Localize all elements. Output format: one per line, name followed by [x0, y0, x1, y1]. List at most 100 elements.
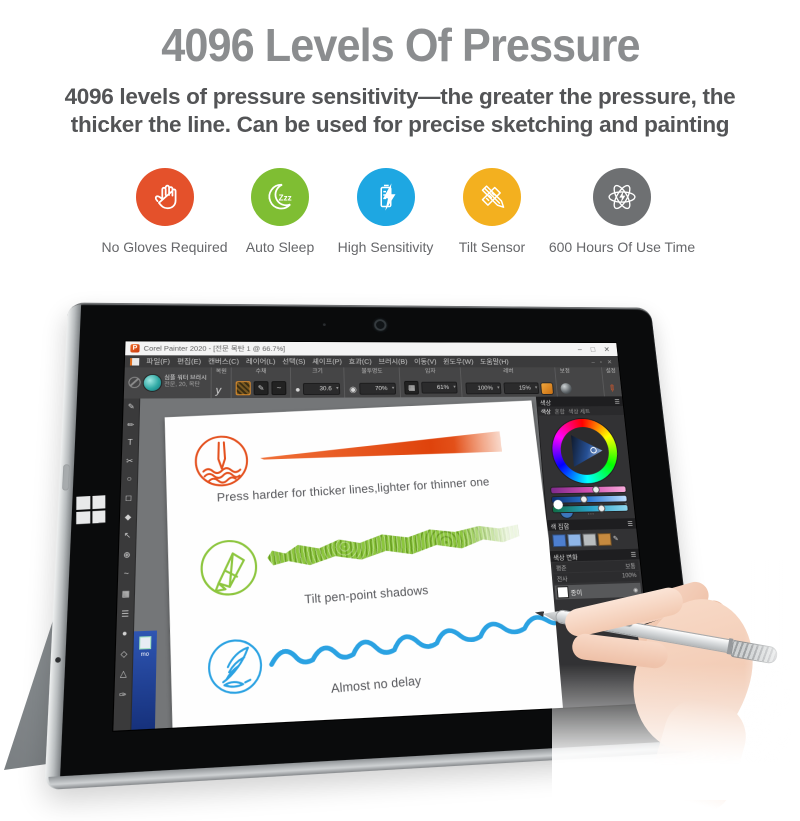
color-wheel[interactable] [549, 418, 621, 484]
windows-logo-icon [76, 495, 106, 525]
color-marker [589, 446, 597, 454]
pen-tip [534, 610, 544, 617]
opacity-dot-icon: ◉ [349, 384, 357, 394]
svg-text:Zzz: Zzz [279, 193, 292, 202]
tilt-pen-icon [197, 536, 260, 600]
prop-group-opacity: 불투명도 ◉ 70% [343, 367, 401, 398]
feature-no-gloves: No Gloves Required [101, 168, 228, 255]
hue-slider[interactable] [551, 485, 626, 494]
menu-select[interactable]: 선택(S) [282, 357, 306, 366]
close-button[interactable]: ✕ [603, 345, 611, 354]
color-panel-header: 색상 ☰ [536, 396, 624, 407]
prop-group-watercolor: 수채 ✎ ~ [230, 367, 291, 399]
tilt-sensor-icon [463, 168, 521, 226]
minimize-button[interactable]: – [577, 345, 583, 354]
feature-label: High Sensitivity [337, 239, 434, 255]
feature-auto-sleep: Zzz Auto Sleep [245, 168, 315, 255]
color-swatch-row: ✎ [548, 529, 638, 552]
feature-label: No Gloves Required [101, 239, 228, 255]
photo-fade-overlay-right [744, 560, 800, 800]
swatch-tan[interactable] [597, 533, 612, 546]
red-pen-icon[interactable]: ✎ [605, 382, 618, 395]
subtitle-line-2: thicker the line. Can be used for precis… [70, 112, 730, 137]
secondary-color-chip[interactable] [553, 499, 564, 510]
prop-group-restore: 복원 y [210, 367, 231, 399]
lever-value-1[interactable]: 100% [465, 382, 502, 395]
app-menu-bar: 파일(F) 편집(E) 캔버스(C) 레이어(L) 선택(S) 셰이프(P) 효… [124, 355, 619, 368]
variation-row-2[interactable]: 전사 100% [553, 571, 640, 584]
tilt-stroke [266, 520, 521, 570]
auto-sleep-icon: Zzz [251, 168, 309, 226]
menu-effects[interactable]: 효과(C) [348, 357, 372, 366]
pressure-brush-icon [192, 432, 251, 489]
swatch-gray[interactable] [582, 533, 597, 547]
panel-menu-icon[interactable]: ☰ [614, 398, 621, 405]
tab-color[interactable]: 색상 [540, 409, 552, 416]
prop-group-settings: 설정 ✎ [600, 367, 622, 397]
menu-edit[interactable]: 편집(E) [177, 357, 202, 366]
front-camera [373, 319, 387, 331]
maximize-button[interactable]: □ [590, 345, 596, 354]
size-dot-icon: ● [295, 384, 301, 394]
slider-knob[interactable] [580, 495, 589, 504]
menu-move[interactable]: 이동(V) [413, 357, 437, 366]
high-sensitivity-icon [356, 168, 415, 226]
tab-color-set[interactable]: 색상 세트 [568, 409, 591, 415]
menu-window[interactable]: 윈도우(W) [442, 357, 474, 366]
no-gloves-icon [135, 168, 194, 226]
volume-button[interactable] [62, 464, 70, 491]
grain-checker-icon: ▦ [404, 380, 420, 395]
panel-menu-icon[interactable]: ☰ [630, 551, 637, 559]
brush-name[interactable]: 심플 워터 브러시 [164, 375, 207, 381]
paint-icon[interactable] [541, 382, 554, 394]
prop-group-lever: 레버 100% 15% [460, 367, 558, 398]
desktop-shortcut-icon[interactable] [139, 636, 152, 650]
size-value[interactable]: 30.6 [303, 382, 341, 395]
menu-brushes[interactable]: 브러시(B) [378, 357, 408, 366]
document-icon [129, 357, 140, 366]
color-panel-tabs: 색상 혼합 색상 세트 [537, 406, 624, 416]
brush-property-bar: 심플 워터 브러시 전문, 20, 목탄 복원 y 수채 ✎ ~ 크기 [123, 367, 623, 400]
no-symbol-icon [128, 376, 141, 389]
prop-group-grain: 입자 ▦ 61% [398, 367, 462, 398]
desktop-shortcut-label: mo [140, 651, 150, 659]
menu-shapes[interactable]: 셰이프(P) [312, 357, 342, 366]
slider-knob[interactable] [597, 504, 606, 513]
slider-knob[interactable] [591, 485, 601, 494]
grain-value[interactable]: 61% [421, 381, 458, 394]
drawing-paper[interactable]: Press harder for thicker lines,lighter f… [164, 400, 563, 730]
menu-layers[interactable]: 레이어(L) [245, 357, 276, 366]
tablet-left-edge [44, 304, 82, 791]
page-title: 4096 Levels Of Pressure [160, 19, 640, 71]
tab-mixer[interactable]: 혼합 [554, 409, 566, 416]
dab-texture-icon[interactable] [235, 381, 251, 396]
product-marketing-image: { "header": { "title": "4096 Levels Of P… [0, 0, 800, 800]
no-delay-wave-stroke [267, 605, 563, 677]
prop-group-correction: 보정 [554, 367, 577, 397]
y-branch-icon[interactable]: y [215, 385, 222, 397]
window-title: Corel Painter 2020 - [전문 목탄 1 @ 66.7%] [143, 344, 286, 353]
layer-visibility-icon[interactable]: ◉ [632, 587, 639, 594]
layer-name: 종이 [570, 589, 583, 598]
feature-label: 600 Hours Of Use Time [548, 239, 696, 255]
feature-use-time: 600 Hours Of Use Time [546, 168, 698, 255]
dab-wave-icon[interactable]: ~ [271, 381, 287, 396]
feature-high-sensitivity: High Sensitivity [333, 168, 438, 255]
menu-help[interactable]: 도움말(H) [479, 357, 509, 366]
dab-stroke-icon[interactable]: ✎ [253, 381, 269, 396]
feature-badge-row: No Gloves Required Zzz Auto Sleep High S… [0, 168, 800, 255]
swatch-light-blue[interactable] [567, 533, 582, 547]
opacity-value[interactable]: 70% [359, 382, 397, 395]
panel-menu-icon[interactable]: ☰ [627, 520, 634, 528]
saturation-slider[interactable] [551, 495, 627, 504]
menu-canvas[interactable]: 캔버스(C) [208, 357, 240, 366]
brush-preview-icon[interactable] [143, 374, 162, 391]
document-window-controls[interactable]: – ▫ ✕ [591, 359, 615, 366]
sphere-brush-icon[interactable] [560, 383, 573, 394]
lever-value-2[interactable]: 15% [503, 382, 540, 395]
menu-file[interactable]: 파일(F) [146, 357, 171, 366]
swatch-blue[interactable] [552, 534, 567, 548]
swatch-brush-icon[interactable]: ✎ [612, 535, 619, 543]
prop-group-size: 크기 ● 30.6 [289, 367, 345, 398]
use-time-icon [593, 168, 651, 226]
